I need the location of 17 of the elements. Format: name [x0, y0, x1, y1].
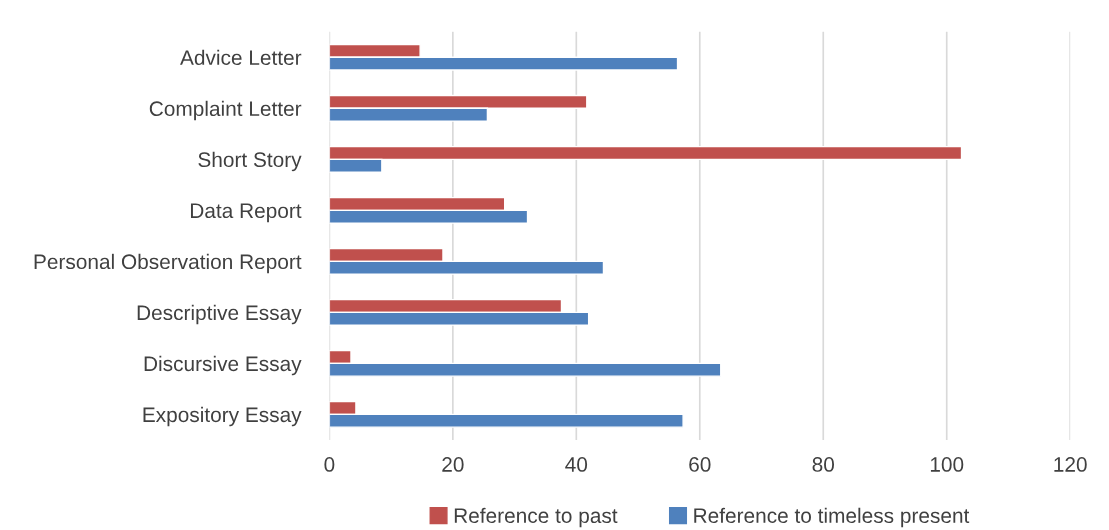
x-tick-label: 80 [812, 457, 835, 472]
y-tick-label: Data Report [190, 203, 302, 223]
y-tick-label: Advice Letter [180, 49, 302, 66]
x-tick-label: 0 [324, 457, 335, 472]
y-tick-label: Complaint Letter [149, 100, 302, 121]
y-tick-label: Descriptive Essay [137, 304, 302, 325]
x-tick-label: 120 [1054, 457, 1087, 472]
legend-label: Reference to past [454, 507, 618, 528]
x-tick-label: 20 [442, 457, 464, 472]
y-tick-label: Short Story [198, 151, 302, 172]
y-tick-label: Discursive Essay [144, 355, 302, 376]
x-tick-label: 100 [930, 457, 964, 472]
x-tick-label: 40 [565, 457, 588, 472]
legend-label: Reference to timeless present [694, 507, 970, 528]
y-tick-label: Personal Observation Report [34, 253, 302, 274]
y-tick-label: Expository Essay [143, 406, 302, 427]
x-tick-label: 60 [689, 457, 711, 472]
